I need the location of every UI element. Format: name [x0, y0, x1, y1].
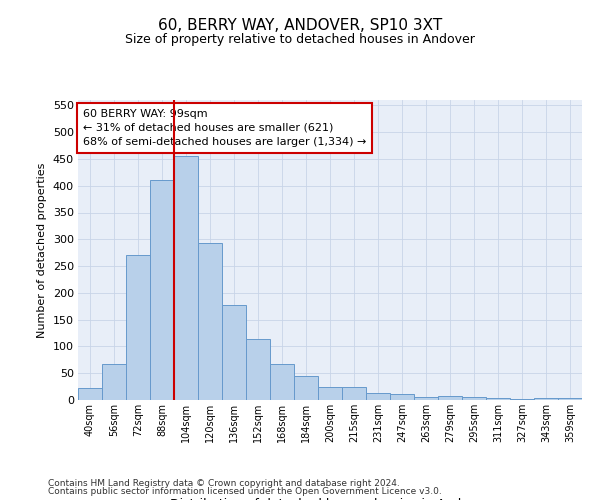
- Text: Size of property relative to detached houses in Andover: Size of property relative to detached ho…: [125, 32, 475, 46]
- Bar: [438, 396, 462, 400]
- Bar: [150, 180, 174, 400]
- Text: Contains HM Land Registry data © Crown copyright and database right 2024.: Contains HM Land Registry data © Crown c…: [48, 478, 400, 488]
- Bar: [198, 243, 222, 400]
- Bar: [462, 397, 486, 400]
- Bar: [270, 364, 294, 400]
- Bar: [174, 156, 198, 400]
- Bar: [246, 340, 270, 400]
- Bar: [78, 388, 102, 400]
- Text: 60 BERRY WAY: 99sqm
← 31% of detached houses are smaller (621)
68% of semi-detac: 60 BERRY WAY: 99sqm ← 31% of detached ho…: [83, 109, 367, 147]
- Bar: [342, 386, 366, 400]
- Bar: [318, 386, 342, 400]
- X-axis label: Distribution of detached houses by size in Andover: Distribution of detached houses by size …: [170, 498, 490, 500]
- Bar: [414, 397, 438, 400]
- Text: Contains public sector information licensed under the Open Government Licence v3: Contains public sector information licen…: [48, 487, 442, 496]
- Bar: [102, 364, 126, 400]
- Bar: [534, 398, 558, 400]
- Bar: [294, 376, 318, 400]
- Bar: [126, 256, 150, 400]
- Text: 60, BERRY WAY, ANDOVER, SP10 3XT: 60, BERRY WAY, ANDOVER, SP10 3XT: [158, 18, 442, 32]
- Bar: [390, 394, 414, 400]
- Bar: [486, 398, 510, 400]
- Y-axis label: Number of detached properties: Number of detached properties: [37, 162, 47, 338]
- Bar: [510, 399, 534, 400]
- Bar: [366, 392, 390, 400]
- Bar: [558, 398, 582, 400]
- Bar: [222, 304, 246, 400]
